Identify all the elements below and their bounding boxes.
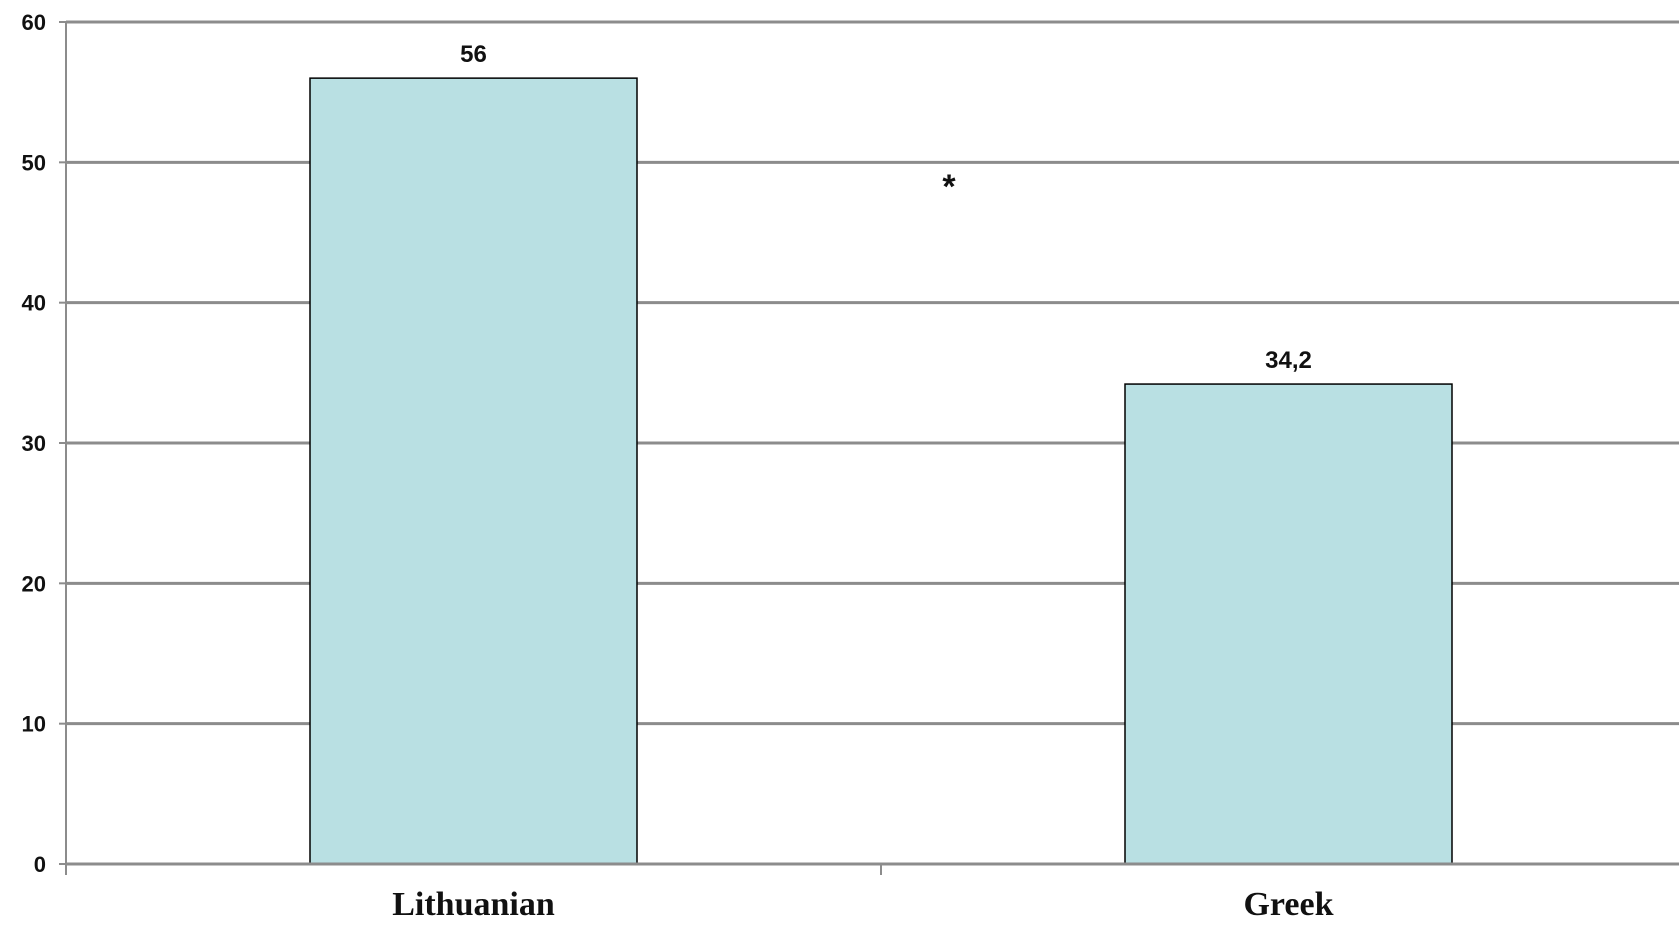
y-tick-label: 50 <box>22 150 46 175</box>
bars <box>309 77 1453 865</box>
axes <box>59 21 1679 875</box>
y-tick-label: 0 <box>34 852 46 877</box>
y-tick-label: 20 <box>22 571 46 596</box>
y-tick-labels: 0 10 20 30 40 50 60 <box>22 10 46 877</box>
category-label: Lithuanian <box>392 886 555 923</box>
significance-annotation: * <box>942 168 956 206</box>
data-labels: 56 34,2 <box>460 41 1312 374</box>
bar-greek <box>1124 383 1453 865</box>
bar-lithuanian <box>309 77 638 865</box>
category-label: Greek <box>1243 886 1333 923</box>
y-tick-label: 10 <box>22 712 46 737</box>
y-tick-label: 30 <box>22 431 46 456</box>
data-label: 34,2 <box>1265 347 1312 374</box>
y-tick-label: 60 <box>22 10 46 35</box>
y-tick-label: 40 <box>22 291 46 316</box>
category-labels: Lithuanian Greek <box>392 886 1333 923</box>
data-label: 56 <box>460 41 487 68</box>
